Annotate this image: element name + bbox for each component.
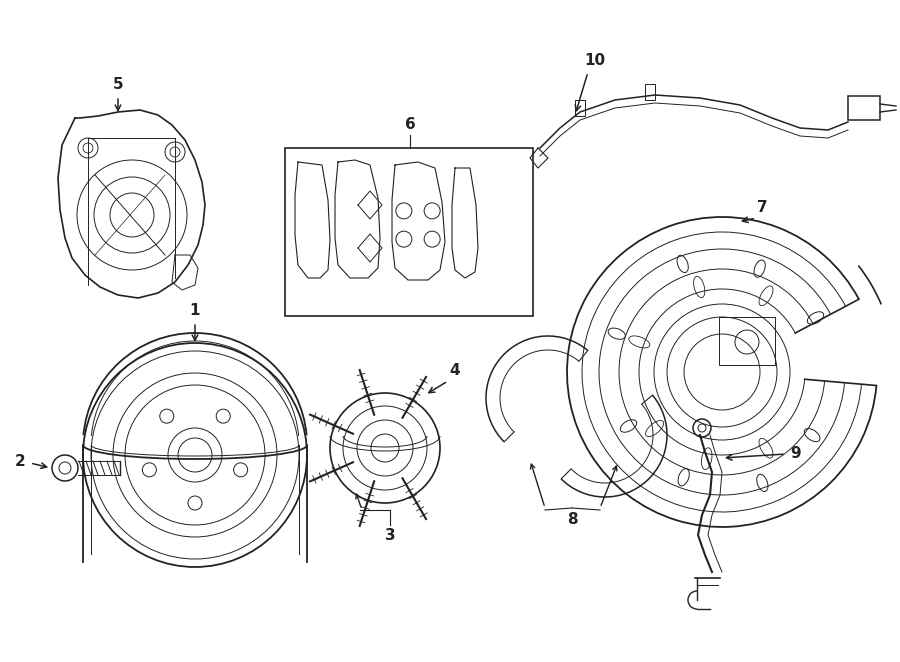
Text: 2: 2 [14, 455, 25, 469]
Bar [848, 96, 880, 120]
Text: 10: 10 [584, 53, 606, 68]
Bar [645, 84, 655, 100]
Text: 7: 7 [757, 200, 768, 215]
Text: 8: 8 [567, 512, 577, 527]
Text: 6: 6 [405, 117, 416, 132]
Text: 1: 1 [190, 303, 201, 318]
Bar [575, 100, 585, 116]
Text: 5: 5 [112, 77, 123, 92]
Bar [285, 148, 533, 316]
Text: 9: 9 [790, 446, 801, 461]
Text: 4: 4 [450, 363, 460, 378]
Bar [719, 317, 775, 365]
Text: 3: 3 [384, 528, 395, 543]
